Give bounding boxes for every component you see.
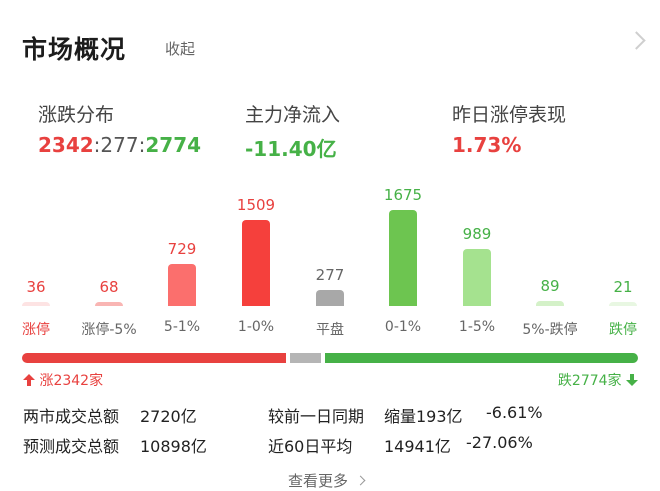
page-title: 市场概况 [22,35,127,64]
progress-down-segment [325,353,638,363]
bar-8 [609,302,637,306]
bar-category-0: 涨停 [22,322,50,338]
total-volume-label: 两市成交总额 [23,407,120,426]
arrow-down-icon [626,374,638,386]
bar-category-2: 5-1% [163,319,201,335]
bar-3 [242,219,270,306]
down-footer-label: 跌2774家 [557,373,622,389]
view-more-label: 查看更多 [288,472,349,490]
yesterday-label: 昨日涨停表现 [452,104,567,126]
bar-value-5: 1675 [383,186,423,204]
bar-value-3: 1509 [236,195,276,214]
bar-value-7: 89 [540,276,560,295]
bar-6 [463,249,491,306]
bar-value-0: 36 [26,278,46,296]
forecast-volume-value: 10898亿 [140,437,207,456]
bar-value-2: 729 [167,240,197,259]
mainflow-value: -11.40亿 [245,137,337,161]
bar-2 [168,264,196,306]
bar-category-1: 涨停-5% [81,322,137,338]
up-footer: 涨2342家 [23,370,103,390]
sep-1: : [93,133,101,157]
updown-values: 2342:277:2774 [38,133,201,157]
compare-pct: -6.61% [486,403,543,422]
bar-0 [22,302,50,306]
chevron-right-small-icon [355,475,366,486]
chevron-right-icon[interactable] [627,31,646,50]
bar-value-4: 277 [315,266,345,285]
yesterday-value: 1.73% [452,133,522,157]
compare-label: 较前一日同期 [268,407,365,426]
forecast-volume-label: 预测成交总额 [23,437,120,456]
bar-category-5: 0-1% [384,319,422,335]
bar-category-3: 1-0% [237,319,275,335]
total-volume-value: 2720亿 [140,407,197,426]
up-footer-label: 涨2342家 [39,373,104,389]
bar-category-8: 跌停 [609,322,637,338]
sep-2: : [138,133,146,157]
down-footer: 跌2774家 [558,370,638,390]
bar-category-6: 1-5% [458,319,496,335]
progress-flat-segment [290,353,322,363]
bar-1 [95,302,123,306]
collapse-button[interactable]: 收起 [165,40,196,58]
mainflow-label: 主力净流入 [245,104,341,126]
arrow-up-icon [23,374,35,386]
bar-value-8: 21 [613,278,633,296]
avg60-value: 14941亿 [384,437,451,456]
updown-label: 涨跌分布 [38,104,115,126]
progress-up-segment [22,353,287,363]
updown-progress-bar [22,353,638,365]
bar-5 [389,210,417,306]
avg60-pct: -27.06% [466,433,533,452]
bar-category-7: 5%-跌停 [522,322,578,338]
bar-7 [536,300,564,306]
bar-value-1: 68 [99,278,119,296]
flat-count: 277 [100,133,139,157]
bar-category-4: 平盘 [316,322,344,338]
avg60-label: 近60日平均 [268,437,353,456]
bar-4 [316,290,344,306]
up-count: 2342 [38,133,94,157]
bar-value-6: 989 [462,225,492,244]
shrink-tag: 缩量193亿 [384,407,463,426]
view-more-button[interactable]: 查看更多 [288,470,366,491]
down-count: 2774 [145,133,202,157]
